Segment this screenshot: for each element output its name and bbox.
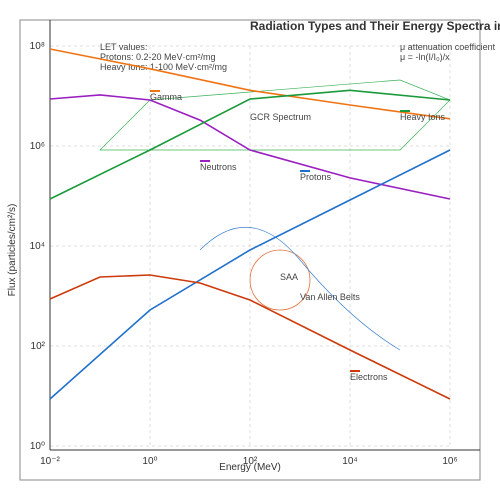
x-tick-label: 10⁰ [142, 456, 157, 467]
x-tick-label: 10⁶ [442, 456, 457, 467]
annotation: Protons: 0.2-20 MeV·cm²/mg [100, 52, 216, 62]
y-tick-label: 10⁰ [30, 441, 45, 452]
y-tick-label: 10⁴ [30, 241, 45, 252]
annotation: μ attenuation coefficient [400, 42, 496, 52]
y-tick-label: 10⁶ [30, 141, 45, 152]
annotation: μ = -ln(I/I₀)/x [400, 52, 450, 62]
series-label: Electrons [350, 372, 388, 382]
series-label: Gamma [150, 92, 182, 102]
x-axis-label: Energy (MeV) [219, 462, 281, 473]
y-axis-label: Flux (particles/cm²/s) [7, 204, 18, 297]
x-tick-label: 10² [243, 456, 258, 467]
x-tick-label: 10⁴ [342, 456, 357, 467]
saa-region [249, 249, 311, 311]
series-line [49, 94, 451, 200]
series-line [49, 89, 451, 200]
gcr-region [99, 79, 451, 151]
chart-title: Radiation Types and Their Energy Spectra… [250, 19, 500, 33]
series-line [49, 274, 451, 400]
x-tick-label: 10⁻² [40, 456, 60, 467]
series-label: Heavy Ions [400, 112, 446, 122]
y-tick-label: 10² [31, 341, 46, 352]
annotation: Van Allen Belts [300, 292, 360, 302]
annotation: Heavy Ions: 1-100 MeV·cm²/mg [100, 62, 227, 72]
series-label: Protons [300, 172, 332, 182]
annotation: SAA [280, 272, 298, 282]
grid [49, 45, 451, 447]
series-label: Neutrons [200, 162, 237, 172]
van-allen-curve [199, 227, 401, 351]
annotation: GCR Spectrum [250, 112, 311, 122]
series-line [49, 48, 451, 120]
y-tick-label: 10⁸ [30, 41, 45, 52]
frame [19, 19, 481, 481]
annotation: LET values: [100, 42, 147, 52]
series-line [49, 149, 451, 400]
